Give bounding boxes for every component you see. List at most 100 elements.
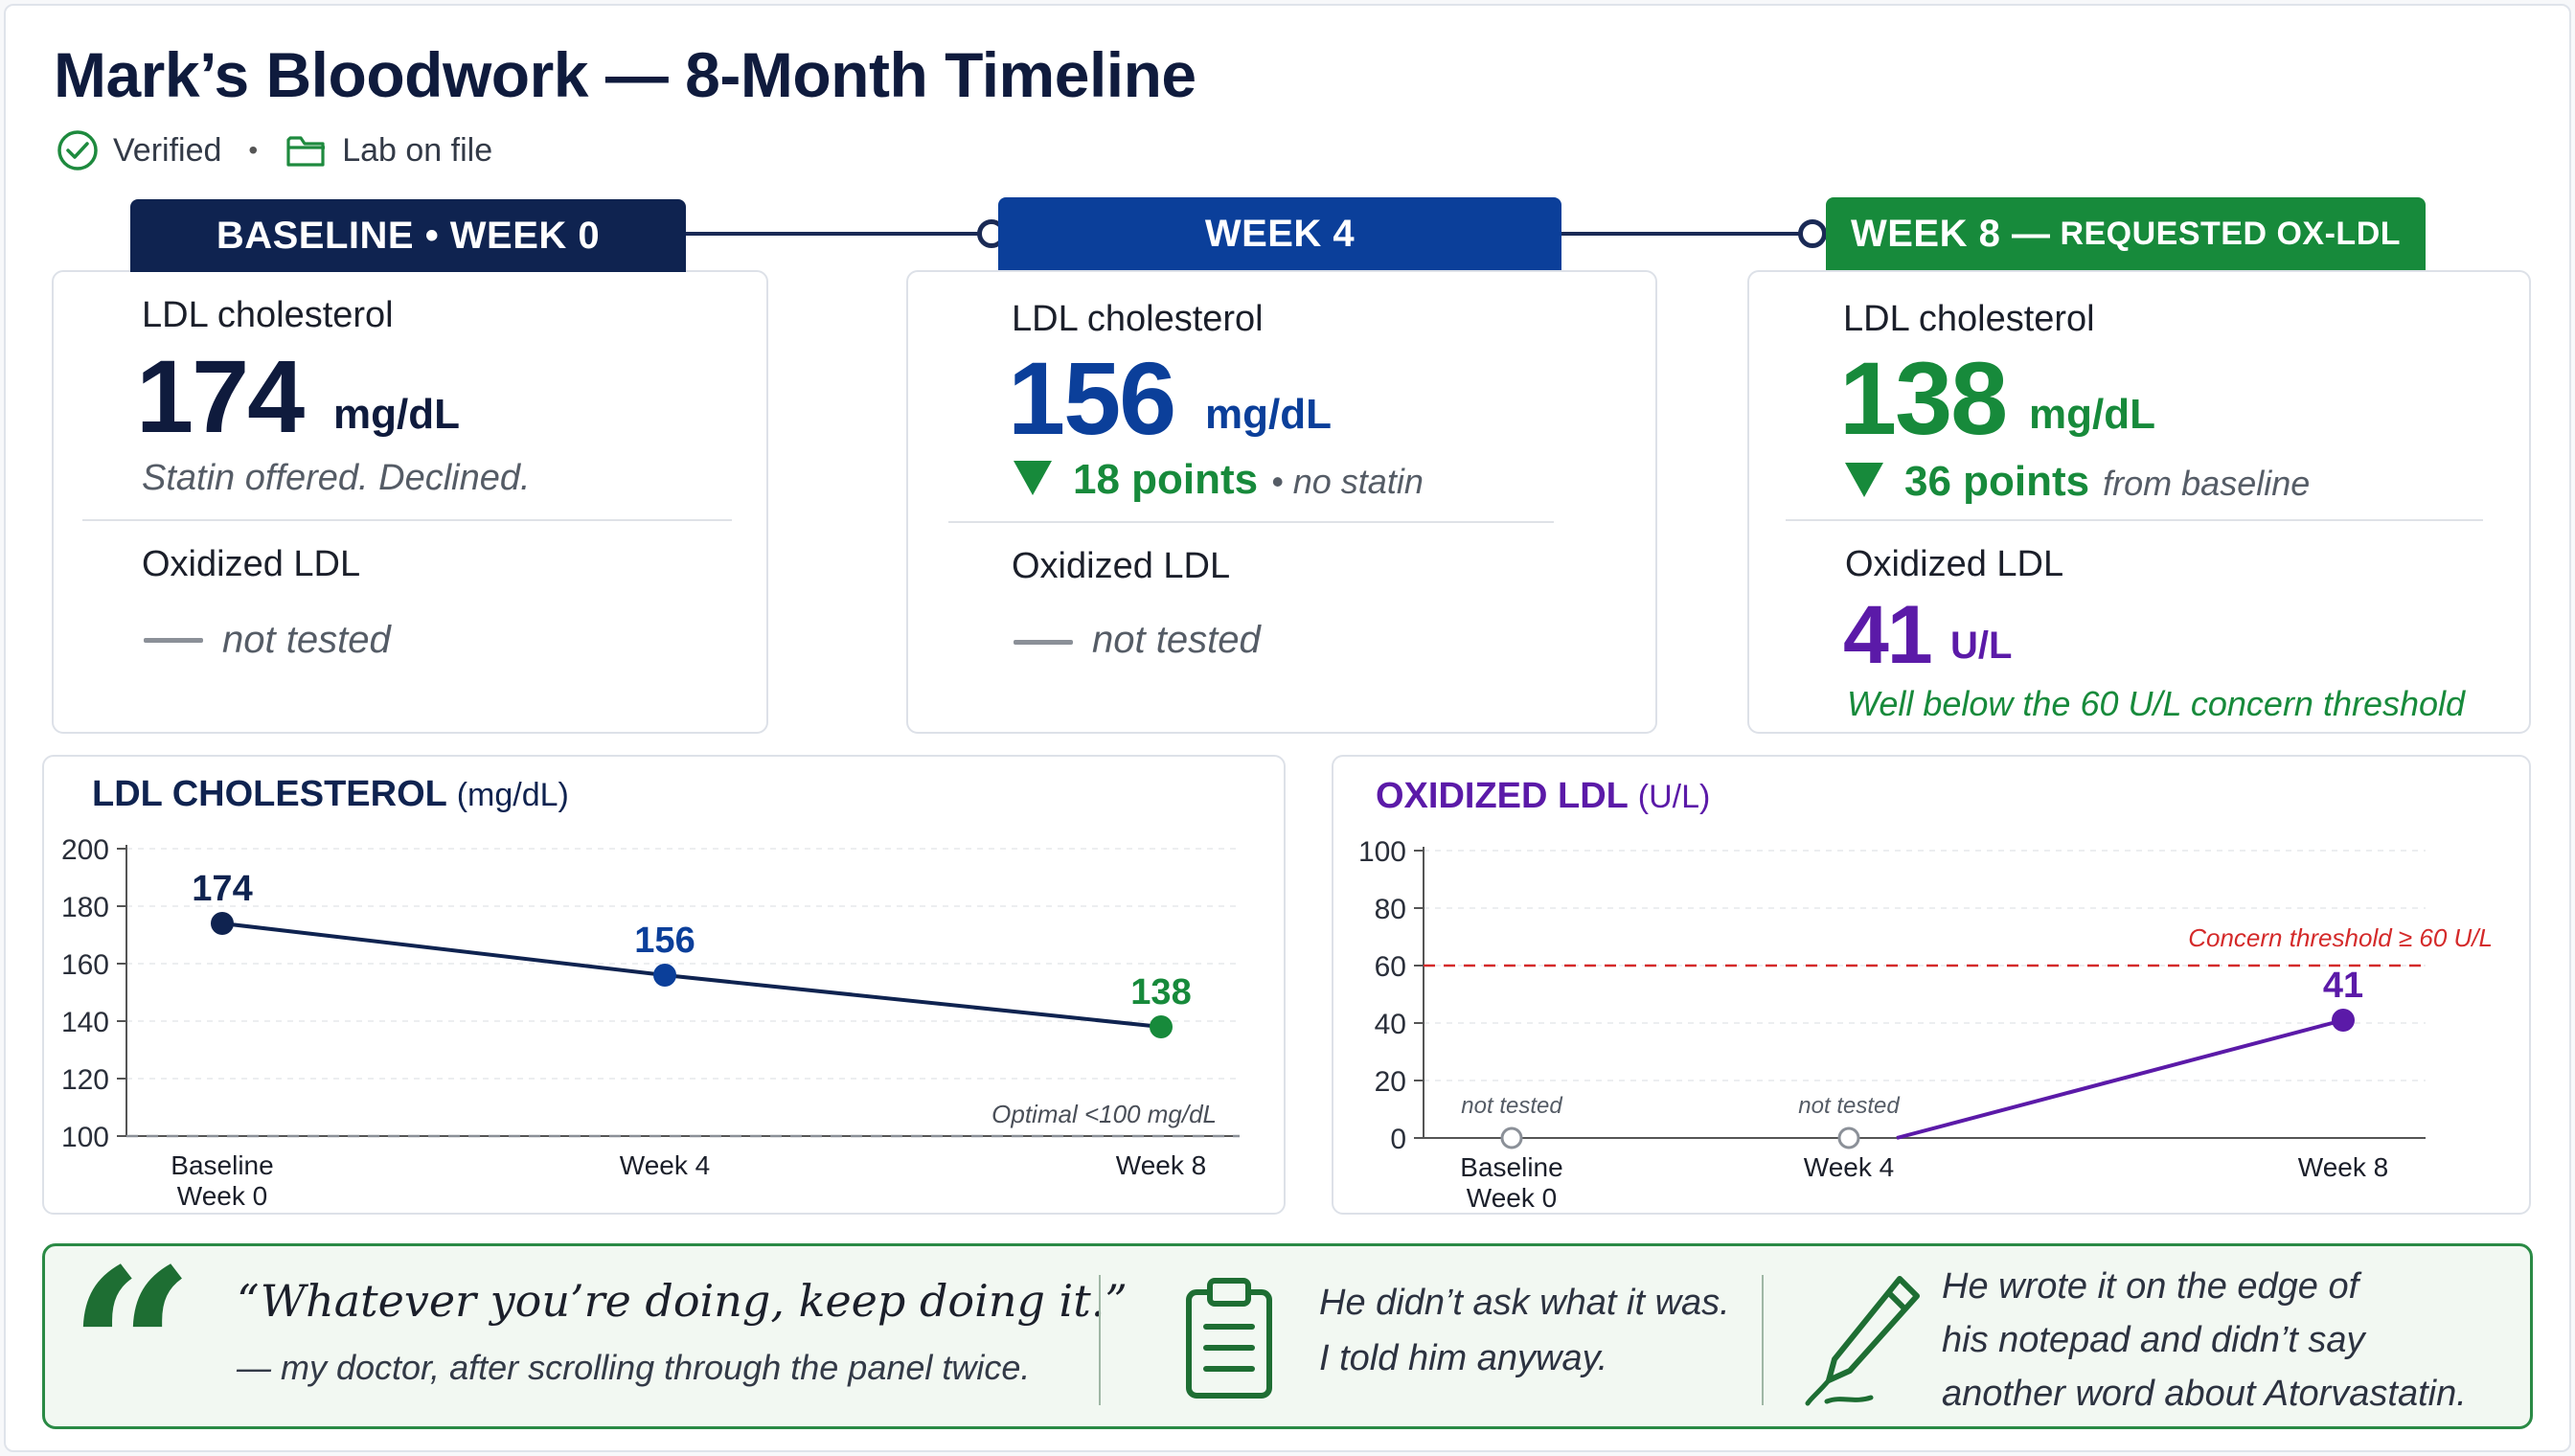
quote-text: “Whatever you’re doing, keep doing it.” [237,1275,1128,1327]
tab-baseline-label: BASELINE • WEEK 0 [216,214,601,257]
timeline-node [1798,219,1827,248]
ldl-data-point [1150,1015,1173,1038]
week4-card [906,270,1657,734]
oxldl-missing-point [1837,1126,1860,1149]
y-tick-label: 200 [61,834,109,866]
ldl-data-point [211,912,234,935]
ldl-delta: 36 points from baseline [1845,458,2310,506]
oxldl-data-label: 41 [2323,966,2363,1006]
ldl-data-point [653,964,676,987]
ldl-label: LDL cholesterol [142,295,394,335]
ldl-data-label: 156 [634,921,695,961]
pen-line-3: another word about Atorvastatin. [1942,1374,2467,1414]
y-tick-label: 40 [1375,1009,1406,1040]
y-tick-label: 160 [61,949,109,981]
x-tick-label: Baseline [171,1150,273,1180]
ldl-note: Statin offered. Declined. [142,458,531,498]
quote-panel: “ “Whatever you’re doing, keep doing it.… [42,1240,2533,1456]
clipboard-line-2: I told him anyway. [1319,1338,1608,1378]
status-row: Verified • Lab on file [56,128,492,172]
tab-week4-label: WEEK 4 [1204,212,1356,255]
oxldl-chart: 0 20 40 60 80 100 Concern threshold ≥ 60 U/L Ba… [1358,836,2493,1213]
card-divider [82,519,732,521]
ldl-data-label: 174 [192,869,252,909]
quote-attribution: — my doctor, after scrolling through the… [237,1348,1031,1387]
ox-ldl-note: Well below the 60 U/L concern threshold [1847,684,2466,723]
ldl-chart-title-unit: (mg/dL) [456,777,569,813]
delta-note: from baseline [2103,464,2311,503]
reference-label: Optimal <100 mg/dL [991,1100,1217,1128]
oxldl-point-label: not tested [1798,1093,1900,1119]
y-tick-label: 20 [1375,1066,1406,1098]
y-tick-label: 0 [1390,1124,1406,1155]
y-tick-label: 100 [1358,836,1406,868]
ldl-unit: mg/dL [2029,391,2155,438]
y-tick-label: 60 [1375,951,1406,983]
x-tick-label: Week 8 [1116,1150,1206,1180]
page-title: Mark’s Bloodwork — 8-Month Timeline [54,39,1196,110]
y-tick-label: 120 [61,1064,109,1096]
ox-ldl-note: not tested [1092,619,1261,661]
ox-ldl-label: Oxidized LDL [1012,546,1231,586]
y-tick-label: 100 [61,1122,109,1153]
tab-week8-label: WEEK 8 — [1850,212,2051,255]
oxldl-series-line [1896,1018,2344,1140]
oxldl-chart-title-text: OXIDIZED LDL [1376,776,1629,816]
ldl-value: 138 [1839,340,2008,456]
pen-text: He wrote it on the edge of his notepad a… [1942,1260,2467,1421]
card-divider [948,521,1554,523]
dash-icon [1014,640,1073,645]
delta-note: • no statin [1271,462,1424,501]
card-divider [1786,519,2483,521]
ldl-unit: mg/dL [333,391,460,438]
pen-line-2: his notepad and didn’t say [1942,1320,2365,1360]
down-triangle-icon [1845,463,1883,497]
x-tick-label: Week 0 [177,1181,267,1211]
clipboard-text: He didn’t ask what it was. I told him an… [1319,1275,1730,1386]
oxldl-chart-title-unit: (U/L) [1637,779,1711,815]
quote-icon: “ [68,1221,195,1456]
pen-icon [1804,1267,1928,1416]
reference-label: Concern threshold ≥ 60 U/L [2188,923,2493,952]
timeline-connector [686,232,991,236]
week8-card [1747,270,2531,734]
ox-ldl-label: Oxidized LDL [1845,544,2064,584]
oxldl-data-point [2332,1009,2355,1032]
x-tick-label: Week 4 [620,1150,710,1180]
pen-line-1: He wrote it on the edge of [1942,1266,2359,1307]
ldl-value: 156 [1008,340,1176,456]
down-triangle-icon [1014,461,1052,495]
clipboard-icon [1181,1275,1277,1404]
oxldl-chart-title: OXIDIZED LDL (U/L) [1376,776,1710,817]
ldl-unit: mg/dL [1205,391,1332,438]
verified-label: Verified [113,131,222,169]
tab-baseline: BASELINE • WEEK 0 [130,199,686,272]
ldl-delta: 18 points • no statin [1014,456,1424,504]
dash-icon [144,638,203,643]
ox-ldl-label: Oxidized LDL [142,544,361,584]
tab-week4: WEEK 4 [998,197,1561,270]
folder-icon [285,128,329,172]
timeline-connector [1561,232,1814,236]
ox-ldl-note: not tested [222,619,391,661]
ldl-chart-title-text: LDL CHOLESTEROL [92,774,447,814]
meta-separator: • [248,135,259,165]
ldl-label: LDL cholesterol [1012,299,1264,339]
ldl-value: 174 [136,338,305,454]
x-tick-label: Baseline [1460,1152,1562,1182]
ldl-data-label: 138 [1130,972,1191,1012]
baseline-card [52,270,768,734]
tab-week8-suffix: REQUESTED OX-LDL [2060,215,2402,252]
check-circle-icon [56,128,100,172]
oxldl-missing-point [1500,1126,1523,1149]
delta-value: 36 points [1904,458,2090,505]
delta-value: 18 points [1073,456,1259,503]
ox-ldl-unit: U/L [1950,625,2013,667]
ldl-label: LDL cholesterol [1843,299,2095,339]
y-tick-label: 140 [61,1007,109,1038]
oxldl-point-label: not tested [1461,1093,1562,1119]
ldl-chart: 100 120 140 160 180 200 Optimal <100 mg/dL Base… [61,834,1240,1211]
ldl-chart-title: LDL CHOLESTEROL (mg/dL) [92,774,569,815]
tab-week8: WEEK 8 — REQUESTED OX-LDL [1826,197,2426,270]
x-tick-label: Week 8 [2298,1152,2388,1182]
